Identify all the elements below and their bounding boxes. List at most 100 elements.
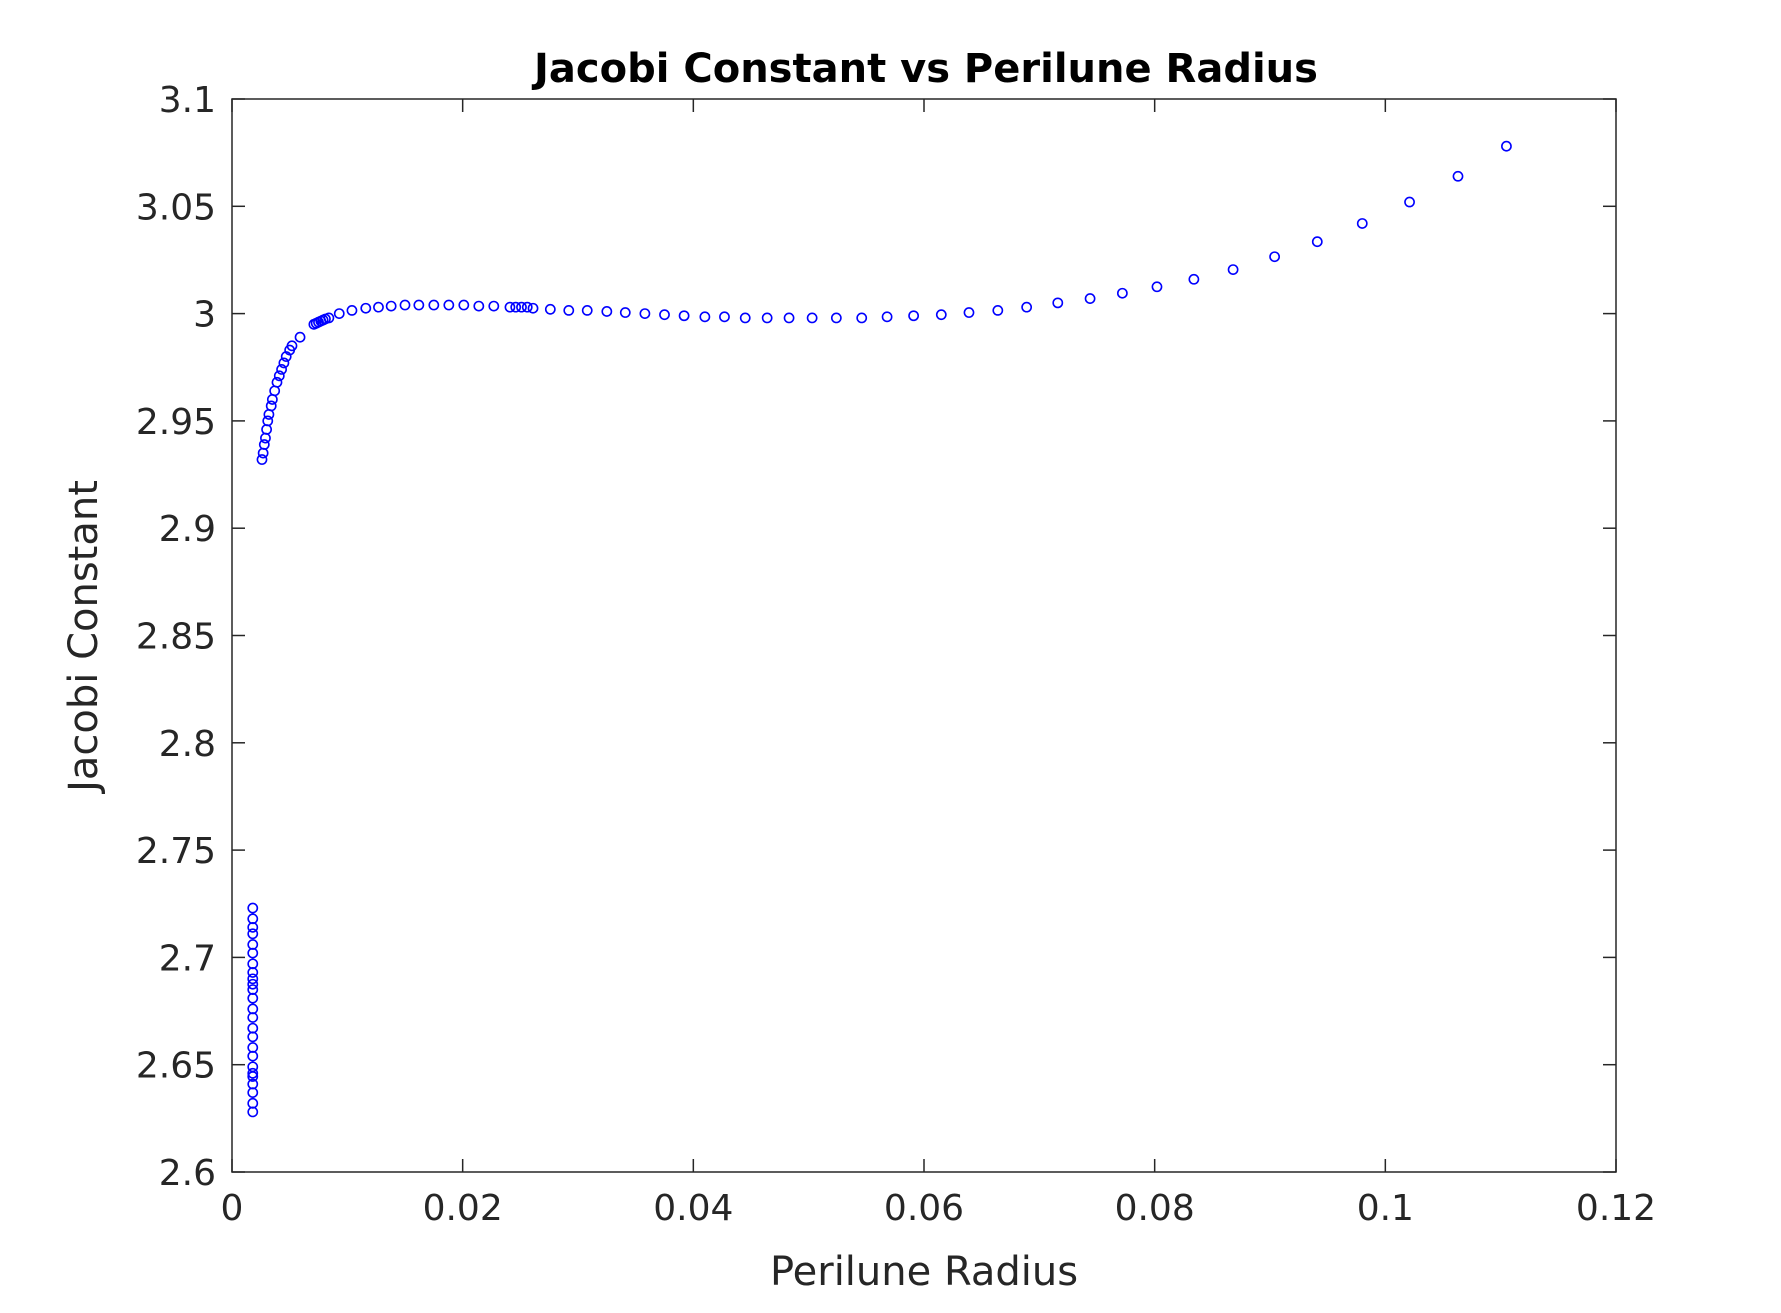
x-axis-label: Perilune Radius bbox=[770, 1249, 1078, 1295]
data-point bbox=[247, 928, 259, 940]
data-point bbox=[247, 984, 259, 995]
data-point bbox=[1227, 264, 1239, 276]
data-point bbox=[856, 312, 868, 324]
data-point bbox=[510, 301, 522, 313]
data-point bbox=[1501, 140, 1512, 152]
x-axis: 0 0.02 0.04 0.06 0.08 0.1 0.12 bbox=[221, 99, 1656, 1229]
data-point bbox=[761, 312, 773, 324]
y-axis-label: Jacobi Constant bbox=[61, 480, 107, 795]
data-point bbox=[247, 1003, 259, 1015]
y-tick-label: 2.65 bbox=[136, 1046, 216, 1087]
data-point bbox=[521, 301, 533, 313]
data-points bbox=[247, 140, 1512, 1118]
data-point bbox=[1052, 297, 1064, 309]
data-point bbox=[739, 312, 751, 324]
data-point bbox=[333, 308, 345, 319]
data-point bbox=[294, 331, 306, 343]
data-point bbox=[992, 304, 1004, 316]
data-point bbox=[413, 299, 425, 311]
data-point bbox=[1084, 293, 1096, 304]
data-point bbox=[247, 902, 259, 914]
data-point bbox=[1404, 196, 1415, 208]
data-point bbox=[581, 304, 593, 316]
data-point bbox=[488, 300, 500, 312]
x-tick-label: 0 bbox=[221, 1188, 244, 1229]
data-point bbox=[247, 913, 259, 925]
data-point bbox=[1188, 273, 1200, 285]
data-point bbox=[443, 299, 455, 311]
data-point bbox=[473, 300, 485, 312]
y-axis: 2.6 2.65 2.7 2.75 2.8 2.85 2.9 2.95 3 3.05 3.1 bbox=[136, 80, 1616, 1194]
data-point bbox=[385, 300, 397, 312]
data-point bbox=[504, 301, 516, 313]
data-point bbox=[278, 357, 290, 369]
y-tick-label: 2.7 bbox=[159, 938, 216, 979]
y-tick-label: 2.85 bbox=[136, 617, 216, 658]
data-point bbox=[399, 299, 411, 311]
data-point bbox=[659, 309, 670, 321]
data-point bbox=[265, 400, 277, 412]
data-point bbox=[516, 301, 527, 313]
data-point bbox=[699, 311, 711, 323]
y-tick-label: 3.05 bbox=[136, 187, 216, 228]
data-point bbox=[935, 309, 947, 321]
x-tick-label: 0.12 bbox=[1576, 1188, 1656, 1229]
data-point bbox=[1269, 251, 1281, 263]
data-point bbox=[1311, 236, 1323, 248]
data-point bbox=[830, 312, 842, 324]
data-point bbox=[247, 1022, 259, 1034]
x-tick-label: 0.04 bbox=[653, 1188, 733, 1229]
data-point bbox=[276, 363, 287, 375]
data-point bbox=[719, 311, 730, 323]
data-point bbox=[247, 1071, 259, 1082]
data-point bbox=[280, 351, 292, 362]
x-tick-label: 0.08 bbox=[1115, 1188, 1195, 1229]
data-point bbox=[373, 301, 384, 313]
y-tick-label: 2.9 bbox=[159, 509, 216, 550]
data-point bbox=[1452, 170, 1464, 182]
data-point bbox=[271, 376, 283, 388]
data-point bbox=[908, 310, 920, 322]
data-point bbox=[458, 299, 470, 311]
y-tick-label: 2.8 bbox=[159, 724, 216, 765]
data-point bbox=[601, 306, 613, 317]
data-point bbox=[360, 302, 372, 314]
data-point bbox=[619, 307, 631, 318]
y-tick-label: 2.6 bbox=[159, 1153, 216, 1194]
data-point bbox=[544, 303, 556, 315]
data-point bbox=[258, 439, 270, 450]
y-tick-label: 3 bbox=[193, 295, 216, 336]
data-point bbox=[247, 978, 259, 990]
data-point bbox=[639, 308, 651, 319]
data-point bbox=[678, 310, 690, 322]
data-point bbox=[1356, 218, 1368, 229]
y-tick-label: 2.95 bbox=[136, 402, 216, 443]
x-tick-label: 0.02 bbox=[423, 1188, 503, 1229]
data-point bbox=[256, 454, 268, 465]
data-point bbox=[247, 973, 259, 985]
data-point bbox=[247, 1042, 259, 1053]
data-point bbox=[963, 307, 975, 318]
x-tick-label: 0.1 bbox=[1357, 1188, 1414, 1229]
data-point bbox=[346, 304, 358, 316]
data-point bbox=[783, 312, 795, 324]
data-point bbox=[247, 939, 259, 950]
data-point bbox=[247, 1067, 259, 1079]
data-point bbox=[806, 312, 818, 324]
data-point bbox=[563, 304, 575, 316]
y-tick-label: 3.1 bbox=[159, 80, 216, 121]
y-tick-label: 2.75 bbox=[136, 831, 216, 872]
data-point bbox=[262, 415, 274, 427]
data-point bbox=[1021, 301, 1033, 313]
data-point bbox=[527, 302, 539, 314]
data-point bbox=[881, 311, 893, 323]
data-point bbox=[286, 340, 298, 352]
data-point bbox=[247, 958, 259, 970]
data-point bbox=[428, 299, 440, 311]
data-point bbox=[247, 1097, 259, 1109]
data-point bbox=[247, 1078, 259, 1090]
data-point bbox=[273, 370, 285, 382]
data-point bbox=[323, 312, 335, 324]
data-point bbox=[1116, 287, 1128, 299]
